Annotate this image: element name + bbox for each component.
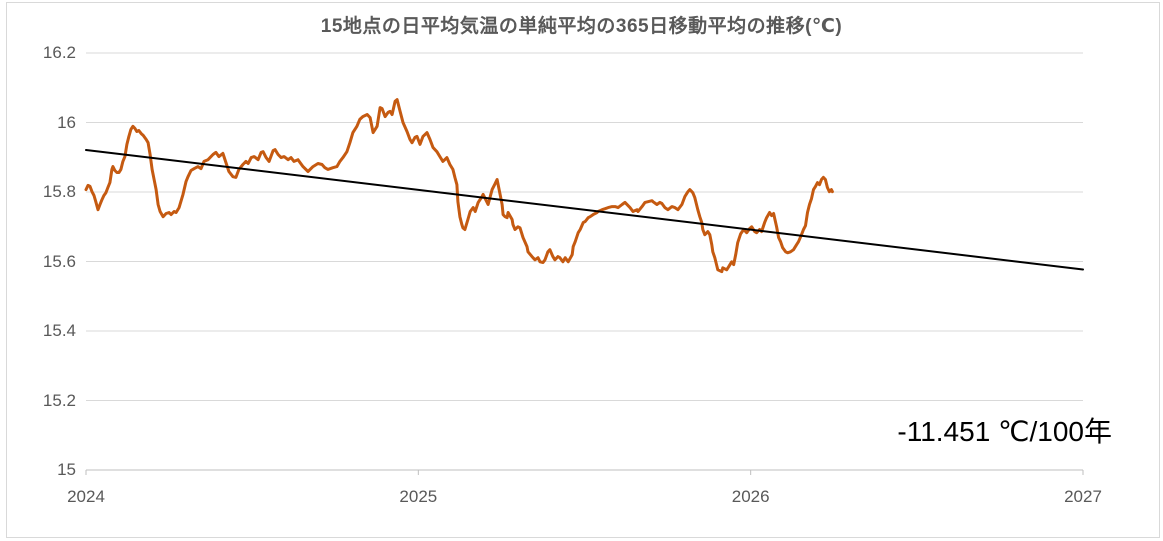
chart-title: 15地点の日平均気温の単純平均の365日移動平均の推移(℃) (320, 16, 843, 37)
y-tick-label: 16 (57, 112, 76, 132)
x-tick-label: 2025 (399, 487, 438, 506)
trend-annotation: -11.451 ℃/100年 (897, 416, 1112, 447)
x-tick-label: 2027 (1064, 487, 1102, 506)
y-tick-label: 16.2 (42, 43, 76, 62)
x-tick-label: 2026 (731, 487, 770, 506)
y-tick-label: 15.6 (42, 251, 76, 271)
chart-frame (6, 2, 1160, 538)
y-tick-label: 15 (57, 460, 76, 479)
y-tick-label: 15.8 (42, 182, 76, 201)
temperature-series-line (84, 98, 834, 274)
x-tick-label: 2024 (67, 487, 105, 506)
y-tick-label: 15.4 (42, 321, 76, 340)
trend-line (85, 149, 1084, 271)
y-tick-label: 15.2 (42, 390, 76, 410)
